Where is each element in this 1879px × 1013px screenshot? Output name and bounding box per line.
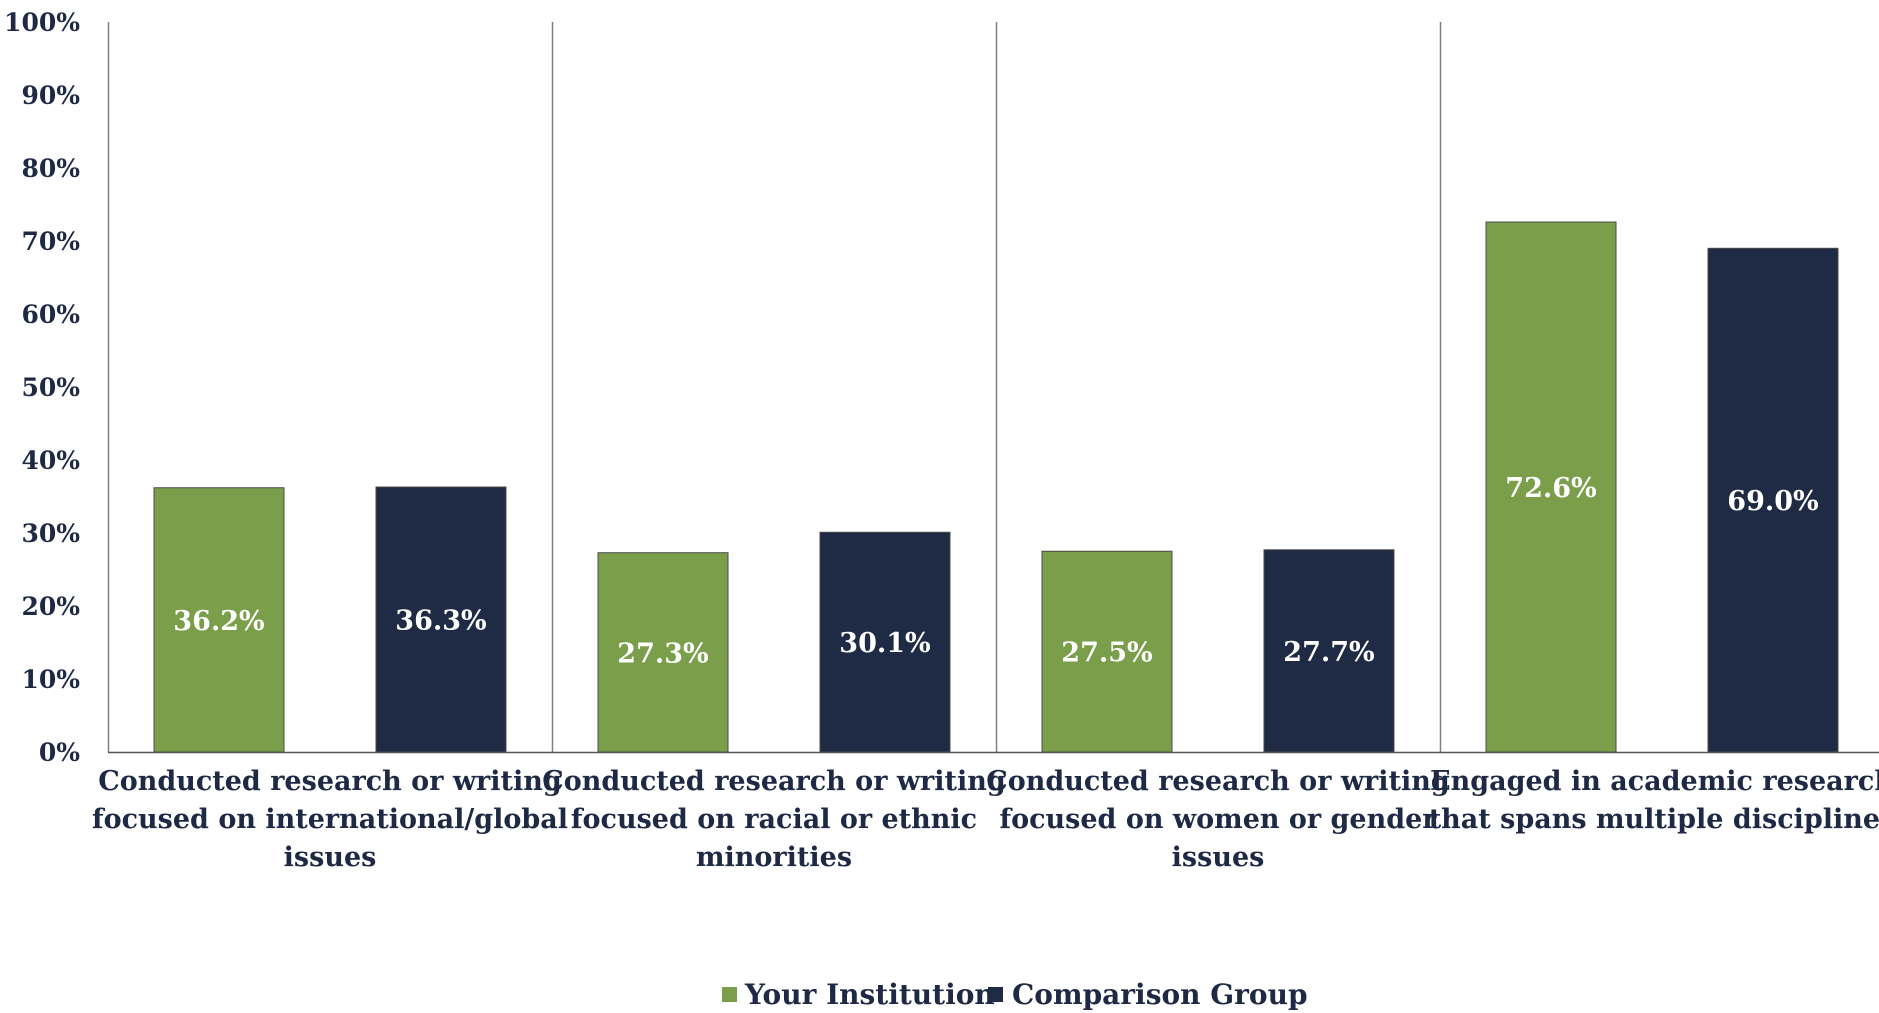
y-tick-label: 80% bbox=[21, 154, 80, 183]
data-label: 30.1% bbox=[839, 628, 930, 659]
x-category-label: issues bbox=[284, 842, 377, 873]
bar-comparison-group bbox=[1263, 549, 1395, 753]
data-label: 72.6% bbox=[1505, 473, 1596, 504]
data-label: 27.3% bbox=[617, 638, 708, 669]
y-tick-label: 60% bbox=[21, 300, 80, 329]
x-category-label: focused on international/global bbox=[92, 804, 568, 835]
category-dividers bbox=[551, 22, 1442, 752]
x-category-label: that spans multiple disciplines bbox=[1429, 804, 1879, 835]
bar-your-institution bbox=[597, 552, 729, 753]
y-tick-label: 50% bbox=[21, 373, 80, 402]
data-label: 27.7% bbox=[1283, 637, 1374, 668]
y-tick-label: 30% bbox=[21, 519, 80, 548]
x-category-label: Conducted research or writing bbox=[986, 766, 1450, 797]
bar-your-institution bbox=[1485, 221, 1617, 753]
category-labels-group: Conducted research or writing focused on … bbox=[92, 766, 1879, 873]
data-label: 36.3% bbox=[395, 606, 486, 637]
x-category-label: issues bbox=[1172, 842, 1265, 873]
y-tick-label: 90% bbox=[21, 81, 80, 110]
data-labels-group: 36.2% 36.3% 27.3% 30.1% 27.5% 27.7% 72.6% 69.0% bbox=[173, 473, 1818, 669]
axes-group bbox=[107, 22, 1879, 754]
y-tick-label: 70% bbox=[21, 227, 80, 256]
legend-label: Comparison Group bbox=[1012, 978, 1308, 1011]
legend: Your Institution Comparison Group bbox=[722, 978, 1308, 1011]
bar-your-institution bbox=[153, 487, 285, 753]
y-tick-label: 20% bbox=[21, 592, 80, 621]
data-label: 36.2% bbox=[173, 606, 264, 637]
x-category-label: minorities bbox=[696, 842, 852, 873]
bar-comparison-group bbox=[819, 531, 951, 753]
y-tick-label: 0% bbox=[39, 738, 80, 767]
data-label: 27.5% bbox=[1061, 638, 1152, 669]
x-category-label: Conducted research or writing bbox=[542, 766, 1006, 797]
bar-comparison-group bbox=[375, 486, 507, 753]
bar-comparison-group bbox=[1707, 247, 1839, 753]
bars-group bbox=[153, 221, 1839, 753]
x-category-label: Conducted research or writing bbox=[98, 766, 562, 797]
y-tick-label: 100% bbox=[4, 8, 80, 37]
data-label: 69.0% bbox=[1727, 486, 1818, 517]
y-tick-label: 40% bbox=[21, 446, 80, 475]
x-category-label: focused on women or gender bbox=[999, 804, 1437, 835]
y-axis-ticks: 0% 10% 20% 30% 40% 50% 60% 70% 80% 90% 100% bbox=[4, 8, 80, 767]
legend-swatch bbox=[722, 987, 737, 1002]
legend-swatch bbox=[988, 987, 1003, 1002]
x-category-label: Engaged in academic research bbox=[1430, 766, 1879, 797]
legend-label: Your Institution bbox=[744, 978, 995, 1011]
x-category-label: focused on racial or ethnic bbox=[571, 804, 977, 835]
y-tick-label: 10% bbox=[21, 665, 80, 694]
